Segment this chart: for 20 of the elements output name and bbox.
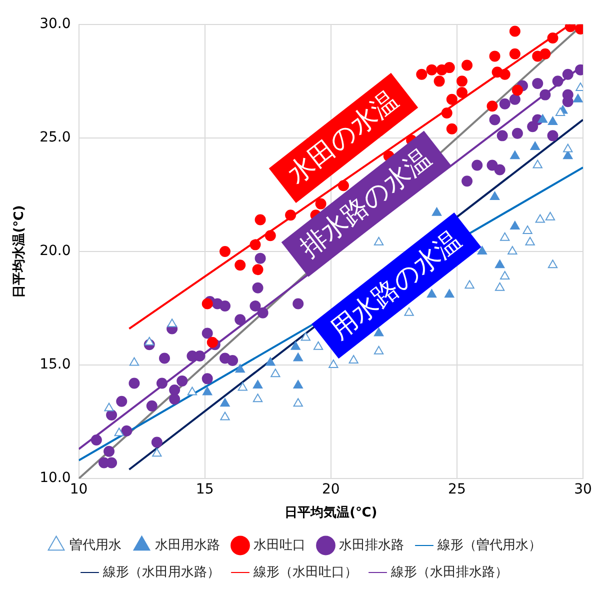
legend-label: 線形（水田排水路） bbox=[390, 564, 508, 580]
x-tick-label: 15 bbox=[196, 482, 214, 498]
legend-label: 水田排水路 bbox=[338, 538, 404, 553]
y-tick-label: 30.0 bbox=[40, 16, 71, 32]
x-tick-label: 25 bbox=[448, 482, 466, 498]
x-tick-label: 20 bbox=[322, 482, 340, 498]
y-tick-label: 20.0 bbox=[40, 243, 71, 260]
legend-label: 曽代用水 bbox=[69, 536, 122, 553]
legend-label: 線形（曽代用水） bbox=[436, 536, 542, 553]
y-axis-title: 日平均水温(℃) bbox=[12, 205, 28, 298]
y-tick-label: 15.0 bbox=[40, 356, 71, 373]
y-tick-label: 10.0 bbox=[40, 470, 71, 486]
x-axis-title: 日平均気温(℃) bbox=[284, 506, 378, 521]
y-tick-label: 25.0 bbox=[40, 130, 71, 146]
legend-label: 水田用水路 bbox=[154, 538, 220, 553]
x-tick-label: 10 bbox=[70, 482, 88, 498]
legend-label: 線形（水田用水路） bbox=[102, 564, 220, 580]
legend-label: 線形（水田吐口） bbox=[252, 564, 358, 580]
legend-label: 水田吐口 bbox=[253, 538, 306, 553]
x-tick-label: 30 bbox=[574, 482, 592, 498]
